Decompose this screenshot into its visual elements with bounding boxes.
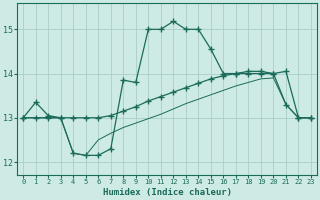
X-axis label: Humidex (Indice chaleur): Humidex (Indice chaleur) xyxy=(103,188,232,197)
